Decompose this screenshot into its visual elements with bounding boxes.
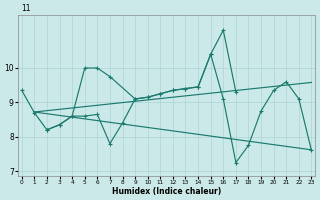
X-axis label: Humidex (Indice chaleur): Humidex (Indice chaleur) bbox=[112, 187, 221, 196]
Text: 11: 11 bbox=[21, 4, 30, 13]
